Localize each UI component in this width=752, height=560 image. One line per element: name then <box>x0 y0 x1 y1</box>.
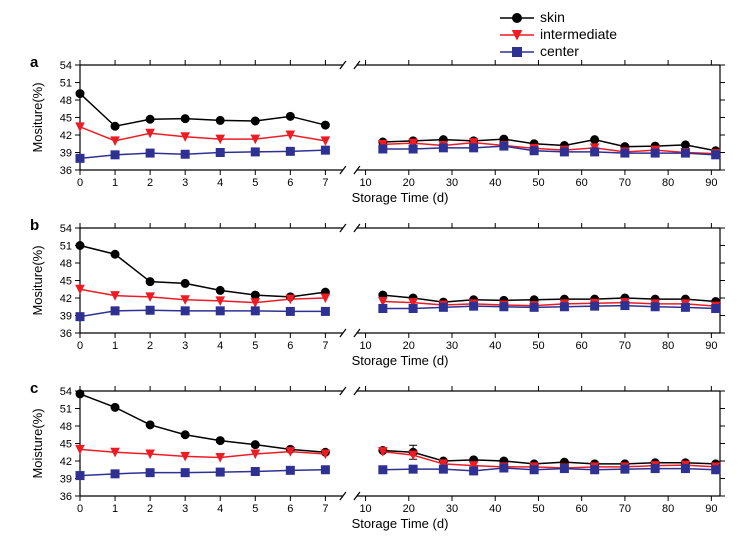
svg-text:50: 50 <box>532 340 544 352</box>
svg-text:7: 7 <box>322 177 328 189</box>
svg-text:Moisture(%): Moisture(%) <box>30 408 45 478</box>
svg-text:60: 60 <box>576 340 588 352</box>
svg-text:48: 48 <box>60 421 72 433</box>
svg-text:80: 80 <box>662 340 674 352</box>
svg-text:center: center <box>540 43 579 59</box>
svg-text:b: b <box>30 217 39 234</box>
svg-text:51: 51 <box>60 78 72 90</box>
svg-text:42: 42 <box>60 130 72 142</box>
svg-text:36: 36 <box>60 165 72 177</box>
svg-text:80: 80 <box>662 503 674 515</box>
svg-text:42: 42 <box>60 293 72 305</box>
svg-text:39: 39 <box>60 474 72 486</box>
svg-text:90: 90 <box>705 340 717 352</box>
svg-text:54: 54 <box>60 60 72 72</box>
svg-text:Mositure(%): Mositure(%) <box>30 245 45 315</box>
svg-text:2: 2 <box>147 340 153 352</box>
svg-text:6: 6 <box>287 177 293 189</box>
svg-text:48: 48 <box>60 258 72 270</box>
svg-text:80: 80 <box>662 177 674 189</box>
svg-text:40: 40 <box>489 177 501 189</box>
svg-text:20: 20 <box>403 340 415 352</box>
svg-text:10: 10 <box>359 503 371 515</box>
svg-text:7: 7 <box>322 340 328 352</box>
svg-text:42: 42 <box>60 456 72 468</box>
svg-text:20: 20 <box>403 503 415 515</box>
svg-text:3: 3 <box>182 177 188 189</box>
svg-text:Storage Time (d): Storage Time (d) <box>352 353 449 368</box>
svg-text:48: 48 <box>60 95 72 107</box>
svg-text:39: 39 <box>60 311 72 323</box>
svg-text:intermediate: intermediate <box>540 26 617 42</box>
svg-text:70: 70 <box>619 177 631 189</box>
svg-text:40: 40 <box>489 340 501 352</box>
svg-text:20: 20 <box>403 177 415 189</box>
svg-text:50: 50 <box>532 177 544 189</box>
svg-text:c: c <box>30 380 38 397</box>
svg-text:45: 45 <box>60 113 72 125</box>
svg-text:1: 1 <box>112 340 118 352</box>
svg-text:0: 0 <box>77 503 83 515</box>
svg-text:50: 50 <box>532 503 544 515</box>
svg-text:10: 10 <box>359 340 371 352</box>
svg-text:a: a <box>30 54 39 71</box>
svg-text:70: 70 <box>619 340 631 352</box>
svg-text:51: 51 <box>60 241 72 253</box>
svg-text:3: 3 <box>182 340 188 352</box>
svg-text:Storage Time (d): Storage Time (d) <box>352 190 449 205</box>
svg-text:2: 2 <box>147 503 153 515</box>
svg-text:30: 30 <box>446 503 458 515</box>
svg-text:7: 7 <box>322 503 328 515</box>
svg-text:45: 45 <box>60 276 72 288</box>
svg-text:60: 60 <box>576 177 588 189</box>
svg-text:0: 0 <box>77 340 83 352</box>
svg-text:6: 6 <box>287 340 293 352</box>
svg-text:2: 2 <box>147 177 153 189</box>
svg-text:5: 5 <box>252 503 258 515</box>
svg-text:90: 90 <box>705 503 717 515</box>
svg-text:Storage Time (d): Storage Time (d) <box>352 516 449 531</box>
svg-text:39: 39 <box>60 148 72 160</box>
svg-text:10: 10 <box>359 177 371 189</box>
svg-text:60: 60 <box>576 503 588 515</box>
svg-text:Mositure(%): Mositure(%) <box>30 82 45 152</box>
svg-text:40: 40 <box>489 503 501 515</box>
svg-text:4: 4 <box>217 503 223 515</box>
svg-text:36: 36 <box>60 328 72 340</box>
svg-text:6: 6 <box>287 503 293 515</box>
svg-text:30: 30 <box>446 340 458 352</box>
moisture-chart-figure: skinintermediatecenter363942454851540123… <box>0 0 752 560</box>
svg-text:0: 0 <box>77 177 83 189</box>
svg-text:5: 5 <box>252 340 258 352</box>
svg-text:54: 54 <box>60 223 72 235</box>
svg-text:5: 5 <box>252 177 258 189</box>
svg-text:1: 1 <box>112 503 118 515</box>
svg-text:4: 4 <box>217 340 223 352</box>
svg-text:90: 90 <box>705 177 717 189</box>
svg-text:51: 51 <box>60 404 72 416</box>
svg-text:36: 36 <box>60 491 72 503</box>
svg-text:4: 4 <box>217 177 223 189</box>
svg-text:1: 1 <box>112 177 118 189</box>
svg-text:45: 45 <box>60 439 72 451</box>
svg-text:30: 30 <box>446 177 458 189</box>
svg-text:54: 54 <box>60 386 72 398</box>
svg-text:skin: skin <box>540 9 565 25</box>
svg-text:70: 70 <box>619 503 631 515</box>
svg-text:3: 3 <box>182 503 188 515</box>
